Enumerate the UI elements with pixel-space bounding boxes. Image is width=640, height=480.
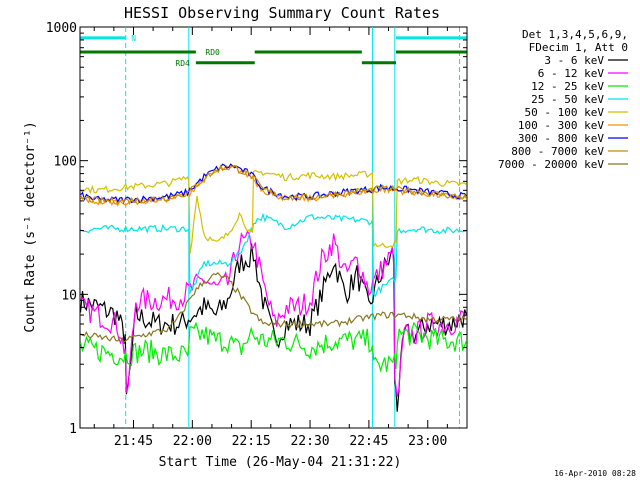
x-tick-label-2: 22:15 — [232, 434, 271, 449]
legend-label-1: 6 - 12 keV — [538, 67, 605, 80]
legend-header-1: FDecim 1, Att 0 — [529, 41, 628, 54]
series-line-800-7000-kev — [79, 164, 468, 206]
series-group — [79, 163, 468, 412]
legend-label-5: 100 - 300 keV — [518, 119, 604, 132]
y-axis-label: Count Rate (s⁻¹ detector⁻¹) — [23, 121, 38, 332]
flag-label-rd4: RD4 — [175, 59, 190, 68]
x-tick-label-0: 21:45 — [114, 434, 153, 449]
chart-title: HESSI Observing Summary Count Rates — [124, 4, 440, 22]
x-tick-label-3: 22:30 — [290, 434, 329, 449]
legend-label-2: 12 - 25 keV — [531, 80, 604, 93]
x-tick-label-5: 23:00 — [408, 434, 447, 449]
legend-label-8: 7000 - 20000 keV — [498, 158, 604, 171]
x-axis-label: Start Time (26-May-04 21:31:22) — [159, 455, 402, 470]
legend-label-3: 25 - 50 keV — [531, 93, 604, 106]
y-tick-label-1: 10 — [61, 288, 77, 303]
series-line-25-50-kev — [80, 212, 467, 298]
y-tick-label-2: 100 — [54, 155, 77, 170]
legend-header-0: Det 1,3,4,5,6,9, — [522, 28, 628, 41]
legend: Det 1,3,4,5,6,9,FDecim 1, Att 03 - 6 keV… — [498, 28, 628, 171]
series-line-300-800-kev — [80, 163, 468, 205]
footer-timestamp: 16-Apr-2010 08:28 — [554, 469, 636, 478]
flag-bars: N RD0 RD4 — [80, 34, 467, 68]
plot-area — [79, 26, 468, 429]
series-line-7000-20000-kev — [80, 272, 467, 344]
plot-border — [79, 26, 468, 429]
series-line-50-100-kev — [80, 169, 468, 254]
y-tick-label-0: 1 — [69, 422, 77, 437]
flag-label-rd0: RD0 — [205, 48, 220, 57]
legend-label-6: 300 - 800 keV — [518, 132, 604, 145]
y-tick-label-3: 1000 — [46, 21, 77, 36]
x-tick-label-1: 22:00 — [173, 434, 212, 449]
legend-label-0: 3 - 6 keV — [544, 54, 604, 67]
series-line-6-12-kev — [80, 229, 467, 397]
x-tick-label-4: 22:45 — [349, 434, 388, 449]
x-axis: 21:45 22:00 22:15 22:30 22:45 23:00 — [93, 27, 468, 449]
flag-label-n: N — [131, 34, 136, 43]
y-axis: 1 10 100 1000 — [46, 21, 467, 437]
legend-label-7: 800 - 7000 keV — [511, 145, 604, 158]
series-line-12-25-kev — [79, 321, 468, 373]
legend-label-4: 50 - 100 keV — [525, 106, 605, 119]
